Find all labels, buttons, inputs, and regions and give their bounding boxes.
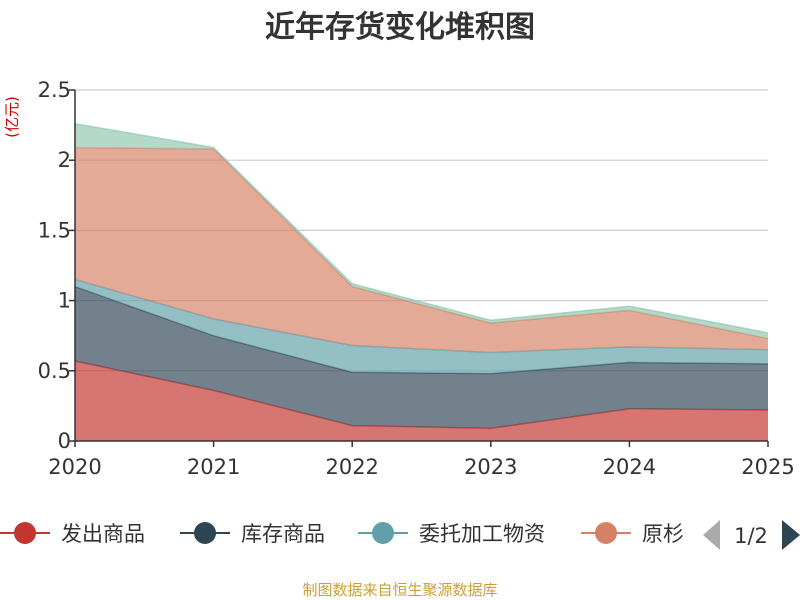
legend-item[interactable]: 原杉 <box>581 522 684 546</box>
legend-label: 发出商品 <box>61 522 145 546</box>
y-axis-unit: (亿元) <box>3 96 21 138</box>
area-series-0 <box>75 361 768 441</box>
y-tick-label: 1.5 <box>38 218 71 242</box>
legend-pager: 1/2 <box>703 520 800 550</box>
y-tick-label: 0 <box>58 429 71 453</box>
legend: 发出商品 库存商品 委托加工物资 原杉 <box>0 522 684 546</box>
x-tick-label: 2023 <box>464 455 517 479</box>
area-series-4 <box>75 123 768 339</box>
legend-label: 原杉 <box>642 522 684 546</box>
y-tick-label: 2 <box>58 148 71 172</box>
chart-title: 近年存货变化堆积图 <box>265 10 535 45</box>
legend-label: 库存商品 <box>241 522 325 546</box>
legend-next-icon[interactable] <box>782 520 800 550</box>
x-tick-label: 2021 <box>187 455 240 479</box>
x-tick-label: 2024 <box>603 455 656 479</box>
y-tick-label: 0.5 <box>38 359 71 383</box>
y-tick-label: 1 <box>58 289 71 313</box>
x-tick-label: 2025 <box>741 455 794 479</box>
y-tick-labels: 0 0.5 1 1.5 2 2.5 <box>38 78 75 453</box>
area-series-1 <box>75 286 768 429</box>
legend-page-indicator: 1/2 <box>734 524 768 548</box>
legend-marker-icon <box>372 522 394 544</box>
legend-marker-icon <box>595 522 617 544</box>
legend-label: 委托加工物资 <box>419 522 545 546</box>
x-tick-labels: 2020 2021 2022 2023 2024 2025 <box>48 441 795 479</box>
y-tick-label: 2.5 <box>38 78 71 102</box>
legend-marker-icon <box>194 522 216 544</box>
legend-item[interactable]: 发出商品 <box>0 522 145 546</box>
legend-prev-icon[interactable] <box>703 520 720 550</box>
source-note: 制图数据来自恒生聚源数据库 <box>302 581 497 599</box>
area-series-2 <box>75 279 768 374</box>
legend-item[interactable]: 委托加工物资 <box>358 522 545 546</box>
axes <box>74 90 768 442</box>
x-tick-label: 2022 <box>325 455 378 479</box>
area-series-3 <box>75 147 768 353</box>
x-tick-label: 2020 <box>48 455 101 479</box>
area-series <box>74 122 769 441</box>
area-edge-4 <box>74 122 769 334</box>
legend-item[interactable]: 库存商品 <box>180 522 325 546</box>
legend-marker-icon <box>14 522 36 544</box>
